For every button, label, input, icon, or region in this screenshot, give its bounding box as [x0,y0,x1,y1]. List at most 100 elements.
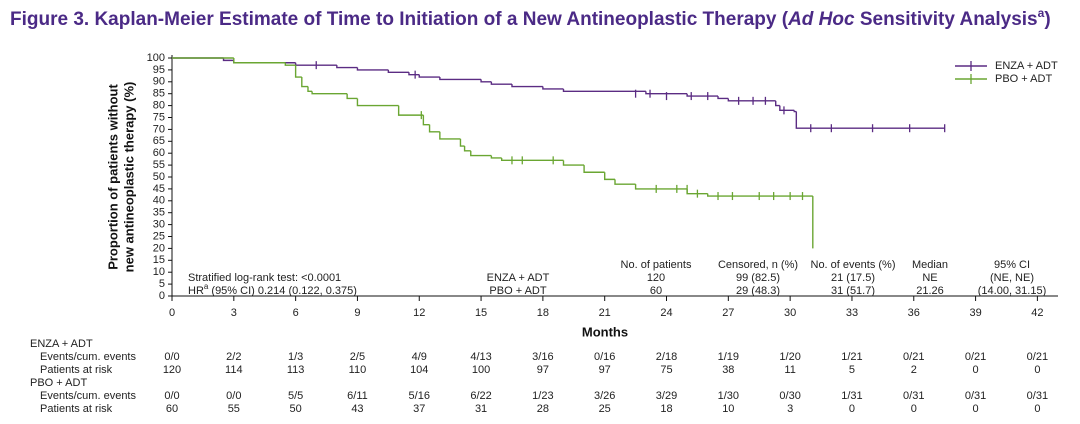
km-step [356,98,399,107]
risk-cell: 3 [787,403,793,415]
y-tick-label: 85 [153,88,165,100]
risk-cell: 5 [849,364,855,376]
y-axis-label: new antineoplastic therapy (%) [121,82,136,273]
risk-cell: 11 [784,364,795,376]
stats-cell: 29 (48.3) [736,285,780,297]
risk-cell: 6/22 [470,390,491,402]
risk-cell: 1/21 [841,351,862,363]
km-step [717,96,729,100]
title-part: Ad Hoc [787,9,855,30]
km-step [470,150,492,157]
y-tick-label: 100 [147,52,165,64]
logrank-text: Stratified log-rank test: <0.0001 [188,272,341,284]
km-step [428,124,440,133]
stats-header: Median [912,259,948,271]
km-step [727,98,776,102]
hr-part: (95% CI) 0.214 (0.122, 0.375) [208,285,357,297]
risk-cell: 3/16 [532,351,553,363]
km-step [397,105,424,116]
y-tick-label: 65 [153,135,165,147]
km-step [793,110,797,113]
risk-cell: 0/0 [164,390,179,402]
risk-cell: 28 [537,403,549,415]
km-step [583,165,605,173]
km-step [439,131,461,140]
title-part: Figure 3. Kaplan-Meier Estimate of Time … [10,9,789,30]
title-part: Sensitivity Analysis [855,9,1038,30]
km-step [542,86,564,90]
km-step [480,79,492,83]
stats-cell: NE [922,272,937,284]
y-tick-label: 75 [153,111,165,123]
risk-cell: 3/29 [656,390,677,402]
km-step [387,69,409,73]
risk-cell: 0 [849,403,855,415]
stats-cell: 31 (51.7) [831,285,875,297]
y-tick-label: 60 [153,147,165,159]
risk-cell: 0/0 [226,390,241,402]
risk-cell: 1/20 [779,351,800,363]
stats-group: PBO + ADT [489,285,546,297]
x-tick-label: 15 [475,307,487,319]
risk-cell: 0/31 [965,390,986,402]
y-tick-label: 15 [153,254,165,266]
risk-cell: 100 [472,364,490,376]
y-axis-label: Proportion of patients without [105,84,120,270]
risk-cell: 120 [163,364,181,376]
km-step [356,67,389,71]
risk-cell: 0 [1034,364,1040,376]
risk-cell: 60 [166,403,178,415]
risk-cell: 0/21 [1027,351,1048,363]
stats-header: No. of patients [621,259,692,271]
risk-cell: 43 [351,403,363,415]
km-step [439,77,482,81]
y-tick-label: 25 [153,230,165,242]
risk-cell: 113 [287,364,305,376]
km-step [634,184,688,190]
km-step [562,160,585,166]
risk-cell: 1/31 [841,390,862,402]
y-tick-label: 30 [153,219,165,231]
stats-cell: (NE, NE) [990,272,1034,284]
y-tick-label: 90 [153,76,165,88]
km-step [562,88,646,93]
x-tick-label: 3 [231,307,237,319]
km-step [311,91,348,95]
risk-cell: 97 [537,364,549,376]
title-part: ) [1044,9,1050,30]
risk-cell: 97 [599,364,611,376]
risk-cell: 5/16 [409,390,430,402]
km-step [463,146,471,152]
x-tick-label: 12 [413,307,425,319]
risk-cell: 37 [413,403,425,415]
risk-cell: 4/13 [470,351,491,363]
risk-cell: 0 [1034,403,1040,415]
km-step [779,105,795,112]
risk-cell: 10 [722,403,734,415]
hr-superscript: a [204,282,209,291]
km-step [307,86,313,93]
risk-cell: 0/31 [1027,390,1048,402]
risk-cell: 114 [225,364,243,376]
legend-label: PBO + ADT [995,73,1052,85]
km-step [222,58,234,62]
risk-cell: 110 [349,364,367,376]
risk-group: PBO + ADT [30,377,87,389]
risk-cell: 2 [911,364,917,376]
y-tick-label: 0 [159,290,165,302]
risk-cell: 0/31 [903,390,924,402]
x-tick-label: 0 [169,307,175,319]
km-step [511,84,543,88]
risk-cell: 18 [660,403,672,415]
km-step [301,77,308,88]
risk-cell: 5/5 [288,390,303,402]
risk-cell: 2/5 [350,351,365,363]
risk-cell: 0/21 [965,351,986,363]
title-superscript: a [1038,6,1045,20]
risk-cell: 3/26 [594,390,615,402]
risk-row-label: Patients at risk [40,403,113,415]
stats-cell: (14.00, 31.15) [978,285,1047,297]
km-step [336,65,358,69]
y-tick-label: 50 [153,171,165,183]
